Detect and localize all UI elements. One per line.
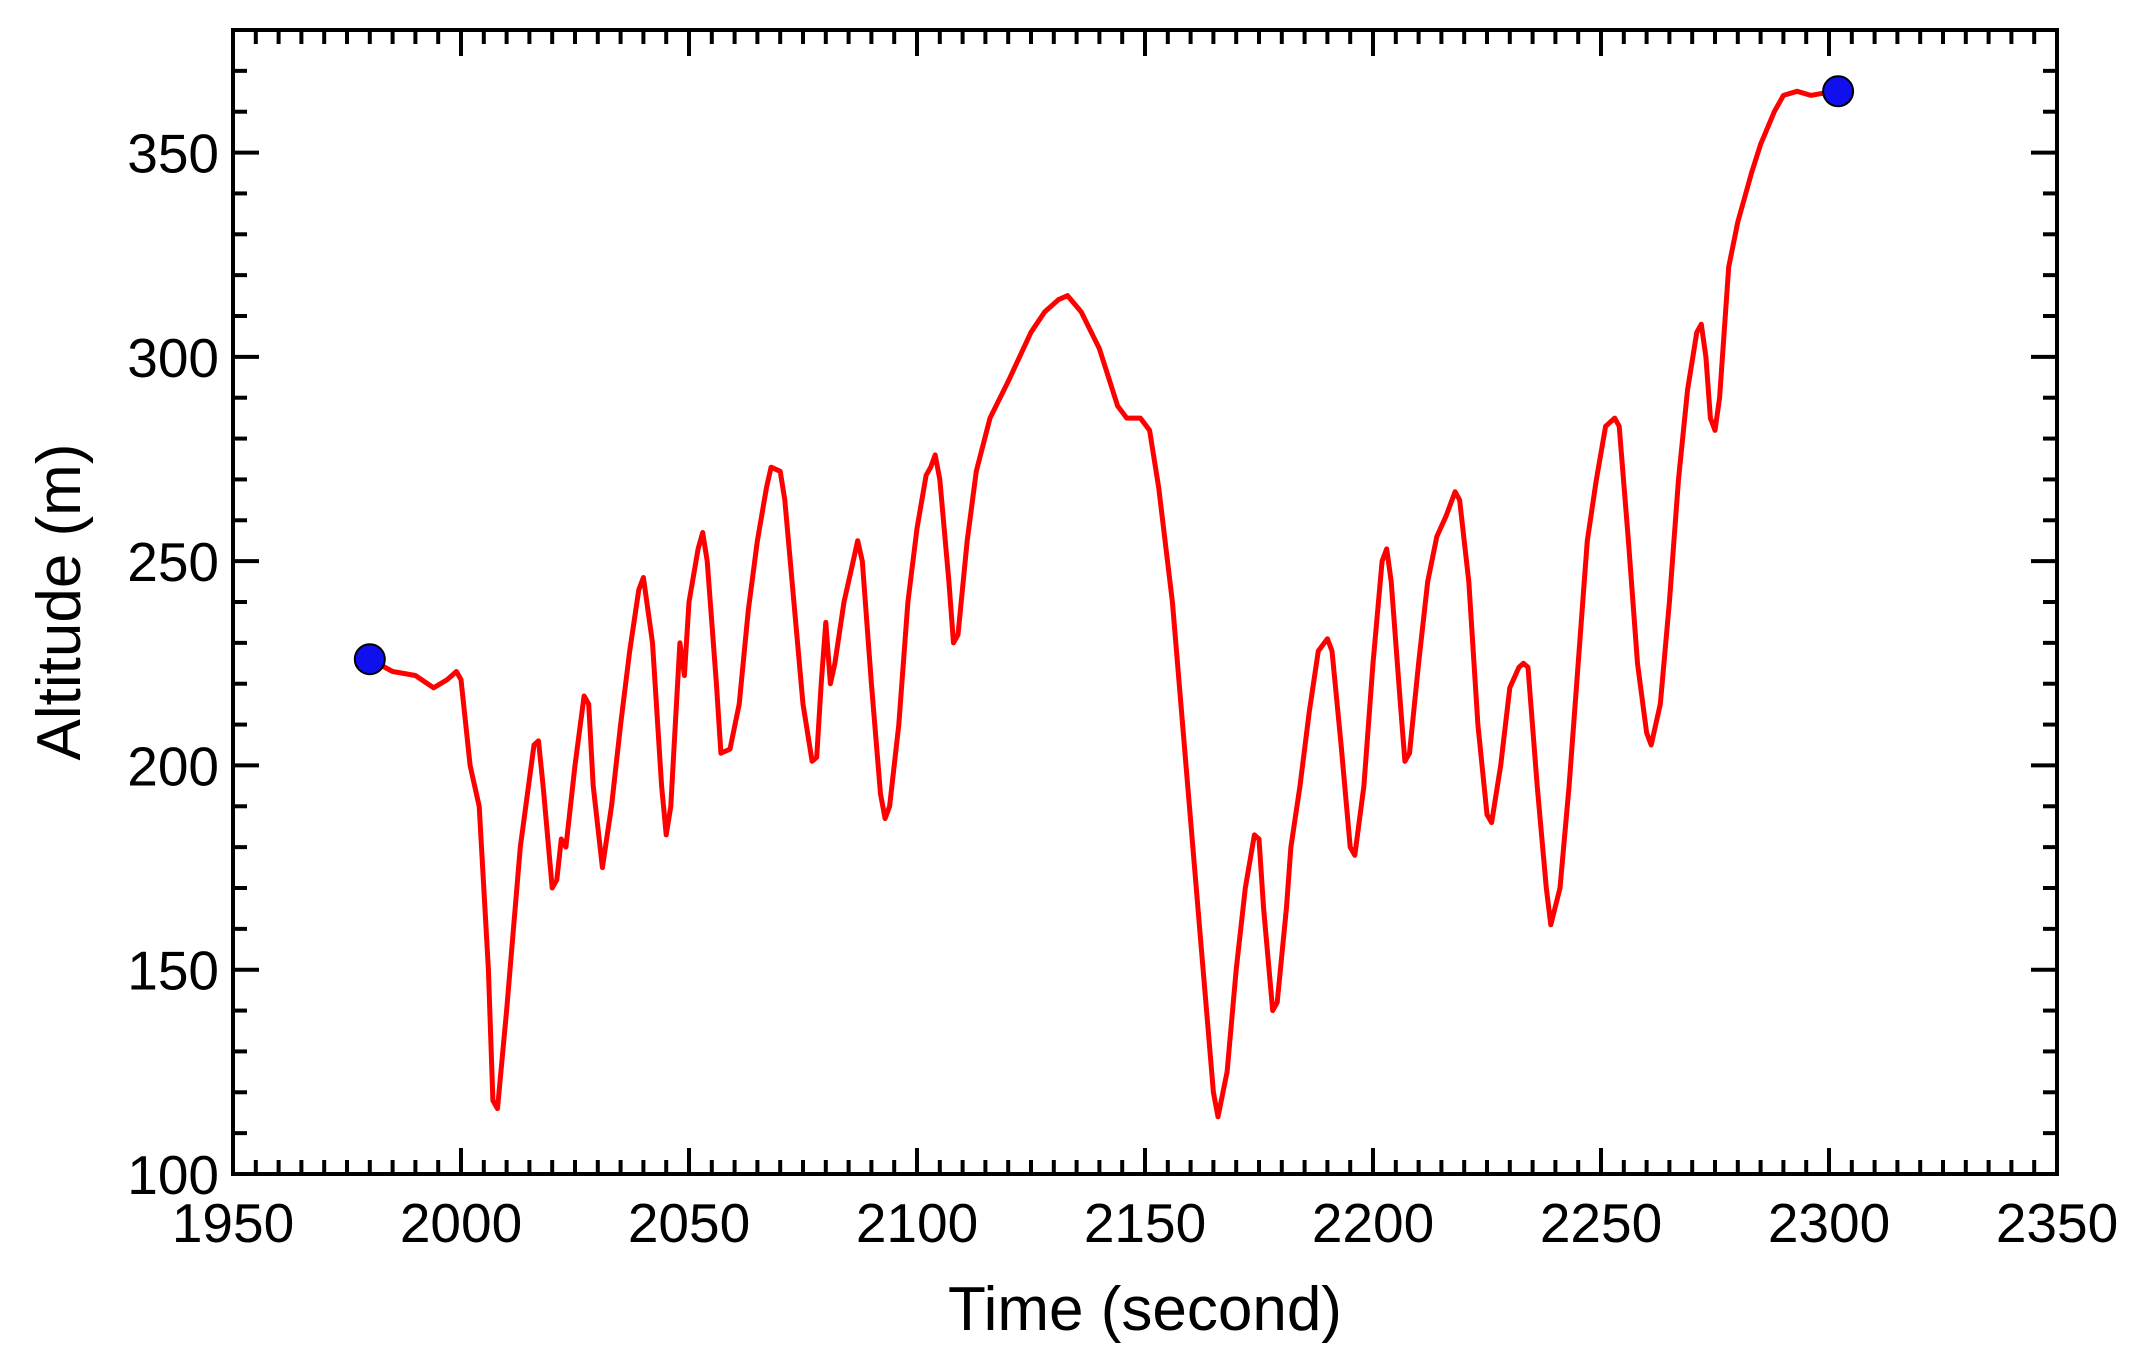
y-axis-label: Altitude (m): [25, 444, 94, 761]
y-tick-label: 150: [127, 940, 219, 1002]
marker: [353, 643, 386, 676]
ticks: 1950 2000 2050 2100 2150 2200 2250 2300 2350 100 1…: [127, 30, 2118, 1254]
x-tick-label: 2250: [1540, 1192, 1662, 1254]
x-tick-label: 2150: [1084, 1192, 1206, 1254]
x-axis-label: Time (second): [948, 1275, 1342, 1344]
y-tick-label: 300: [127, 327, 219, 389]
x-tick-label: 2350: [1996, 1192, 2118, 1254]
y-tick-label: 350: [127, 123, 219, 185]
x-tick-label: 2050: [628, 1192, 750, 1254]
y-tick-label: 100: [127, 1144, 219, 1206]
x-tick-label: 2300: [1768, 1192, 1890, 1254]
y-tick-label: 200: [127, 735, 219, 797]
altitude-line: [368, 88, 1835, 1120]
x-tick-label: 2100: [856, 1192, 978, 1254]
plot-frame: [231, 28, 2059, 1176]
x-tick-label: 1950: [172, 1192, 294, 1254]
x-tick-label: 2000: [400, 1192, 522, 1254]
x-tick-label: 2200: [1312, 1192, 1434, 1254]
plot: [353, 75, 1855, 1120]
marker: [1822, 75, 1855, 108]
y-tick-label: 250: [127, 531, 219, 593]
